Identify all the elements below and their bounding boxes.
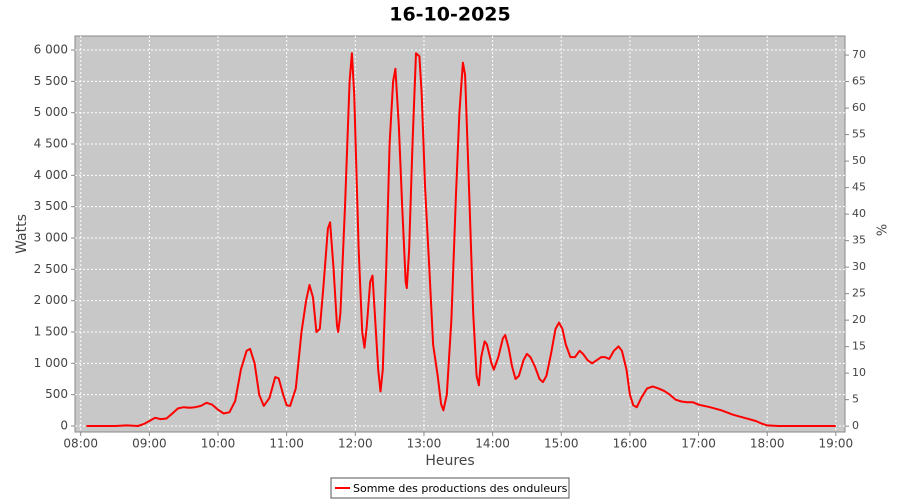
y-tick-label: 1 500 xyxy=(34,324,68,338)
y2-axis-label: % xyxy=(873,224,888,236)
x-tick-label: 17:00 xyxy=(681,437,716,451)
x-tick-label: 12:00 xyxy=(338,437,373,451)
y2-tick-label: 20 xyxy=(852,313,866,326)
y-tick-label: 3 000 xyxy=(34,231,68,245)
y2-tick-label: 40 xyxy=(852,207,866,220)
x-tick-label: 16:00 xyxy=(613,437,648,451)
x-tick-label: 15:00 xyxy=(544,437,579,451)
y-tick-label: 4 500 xyxy=(34,137,68,151)
x-tick-label: 14:00 xyxy=(475,437,510,451)
y2-tick-label: 25 xyxy=(852,287,866,300)
y2-tick-label: 15 xyxy=(852,340,866,353)
y2-tick-label: 30 xyxy=(852,260,866,273)
y-tick-label: 2 000 xyxy=(34,293,68,307)
y2-tick-label: 35 xyxy=(852,234,866,247)
y2-tick-label: 5 xyxy=(852,393,859,406)
y-tick-label: 3 500 xyxy=(34,199,68,213)
x-tick-label: 08:00 xyxy=(63,437,98,451)
chart-title: 16-10-2025 xyxy=(389,4,511,26)
y2-tick-label: 55 xyxy=(852,128,866,141)
y2-tick-label: 60 xyxy=(852,101,866,114)
y-tick-label: 0 xyxy=(60,418,68,432)
y2-tick-label: 70 xyxy=(852,48,866,61)
y2-tick-label: 65 xyxy=(852,75,866,88)
x-tick-label: 10:00 xyxy=(201,437,236,451)
y2-tick-label: 50 xyxy=(852,154,866,167)
y-tick-label: 500 xyxy=(45,387,68,401)
y2-tick-label: 10 xyxy=(852,366,866,379)
y2-tick-label: 45 xyxy=(852,181,866,194)
y-tick-label: 1 000 xyxy=(34,356,68,370)
x-axis-label: Heures xyxy=(425,453,474,469)
y-tick-label: 5 000 xyxy=(34,105,68,119)
y-tick-label: 4 000 xyxy=(34,168,68,182)
legend xyxy=(330,477,570,499)
x-tick-label: 19:00 xyxy=(819,437,854,451)
x-tick-label: 18:00 xyxy=(750,437,785,451)
y2-tick-label: 0 xyxy=(852,419,859,432)
x-tick-label: 09:00 xyxy=(132,437,167,451)
y-tick-label: 5 500 xyxy=(34,74,68,88)
y-tick-label: 2 500 xyxy=(34,262,68,276)
y-axis-label: Watts xyxy=(14,214,30,254)
grid xyxy=(75,36,845,432)
y-tick-label: 6 000 xyxy=(34,43,68,57)
legend-label: Somme des productions des onduleurs xyxy=(353,482,568,495)
line-series xyxy=(86,52,836,427)
x-tick-label: 13:00 xyxy=(407,437,442,451)
x-tick-label: 11:00 xyxy=(269,437,304,451)
